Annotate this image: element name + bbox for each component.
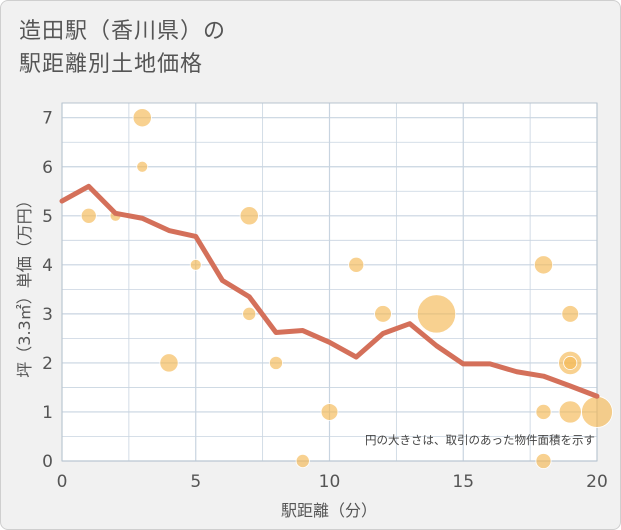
y-tick-labels: 0 1 2 3 4 5 6 7	[42, 109, 53, 472]
y-tick-label: 1	[42, 403, 53, 423]
data-bubble	[239, 206, 259, 226]
x-tick-label: 15	[452, 472, 474, 492]
data-bubble	[416, 294, 457, 334]
x-tick-label: 20	[586, 472, 608, 492]
data-bubble	[320, 403, 339, 421]
grid-lines	[61, 102, 598, 462]
chart-title-line1: 造田駅（香川県）の	[19, 19, 227, 44]
data-bubble	[374, 305, 392, 323]
data-bubble	[189, 258, 202, 271]
data-bubble	[533, 255, 554, 275]
data-bubble	[561, 305, 580, 323]
y-tick-label: 3	[42, 305, 53, 325]
x-axis-label: 駅距離（分）	[281, 501, 377, 520]
x-tick-label: 10	[319, 472, 341, 492]
data-bubble	[348, 256, 365, 273]
data-bubble	[535, 403, 552, 420]
x-tick-label: 0	[57, 472, 68, 492]
data-bubble	[136, 160, 149, 173]
data-bubble	[535, 453, 552, 469]
average-price-line	[59, 183, 600, 399]
y-tick-label: 2	[42, 354, 53, 374]
y-tick-label: 5	[42, 207, 53, 227]
chart-title-line2: 駅距離別土地価格	[19, 52, 204, 77]
data-bubble	[132, 108, 152, 128]
data-bubble	[563, 355, 578, 370]
y-tick-label: 0	[42, 452, 53, 472]
y-axis-label: 坪（3.3㎡）単価（万円）	[15, 192, 34, 377]
x-tick-labels: 0 5 10 15 20	[57, 472, 608, 492]
y-tick-label: 4	[42, 256, 53, 276]
data-bubble	[242, 306, 257, 321]
x-tick-label: 5	[190, 472, 201, 492]
data-bubble	[80, 207, 97, 224]
y-tick-label: 6	[42, 158, 53, 178]
data-bubble	[558, 400, 582, 424]
data-bubble	[581, 396, 613, 428]
y-tick-label: 7	[42, 109, 53, 129]
plot-border	[61, 102, 598, 462]
data-bubble	[268, 355, 284, 370]
chart-title: 造田駅（香川県）の 駅距離別土地価格	[19, 15, 226, 81]
data-bubble	[295, 453, 310, 469]
data-bubble	[159, 353, 179, 373]
chart-note: 円の大きさは、取引のあった物件面積を示す	[365, 433, 595, 447]
